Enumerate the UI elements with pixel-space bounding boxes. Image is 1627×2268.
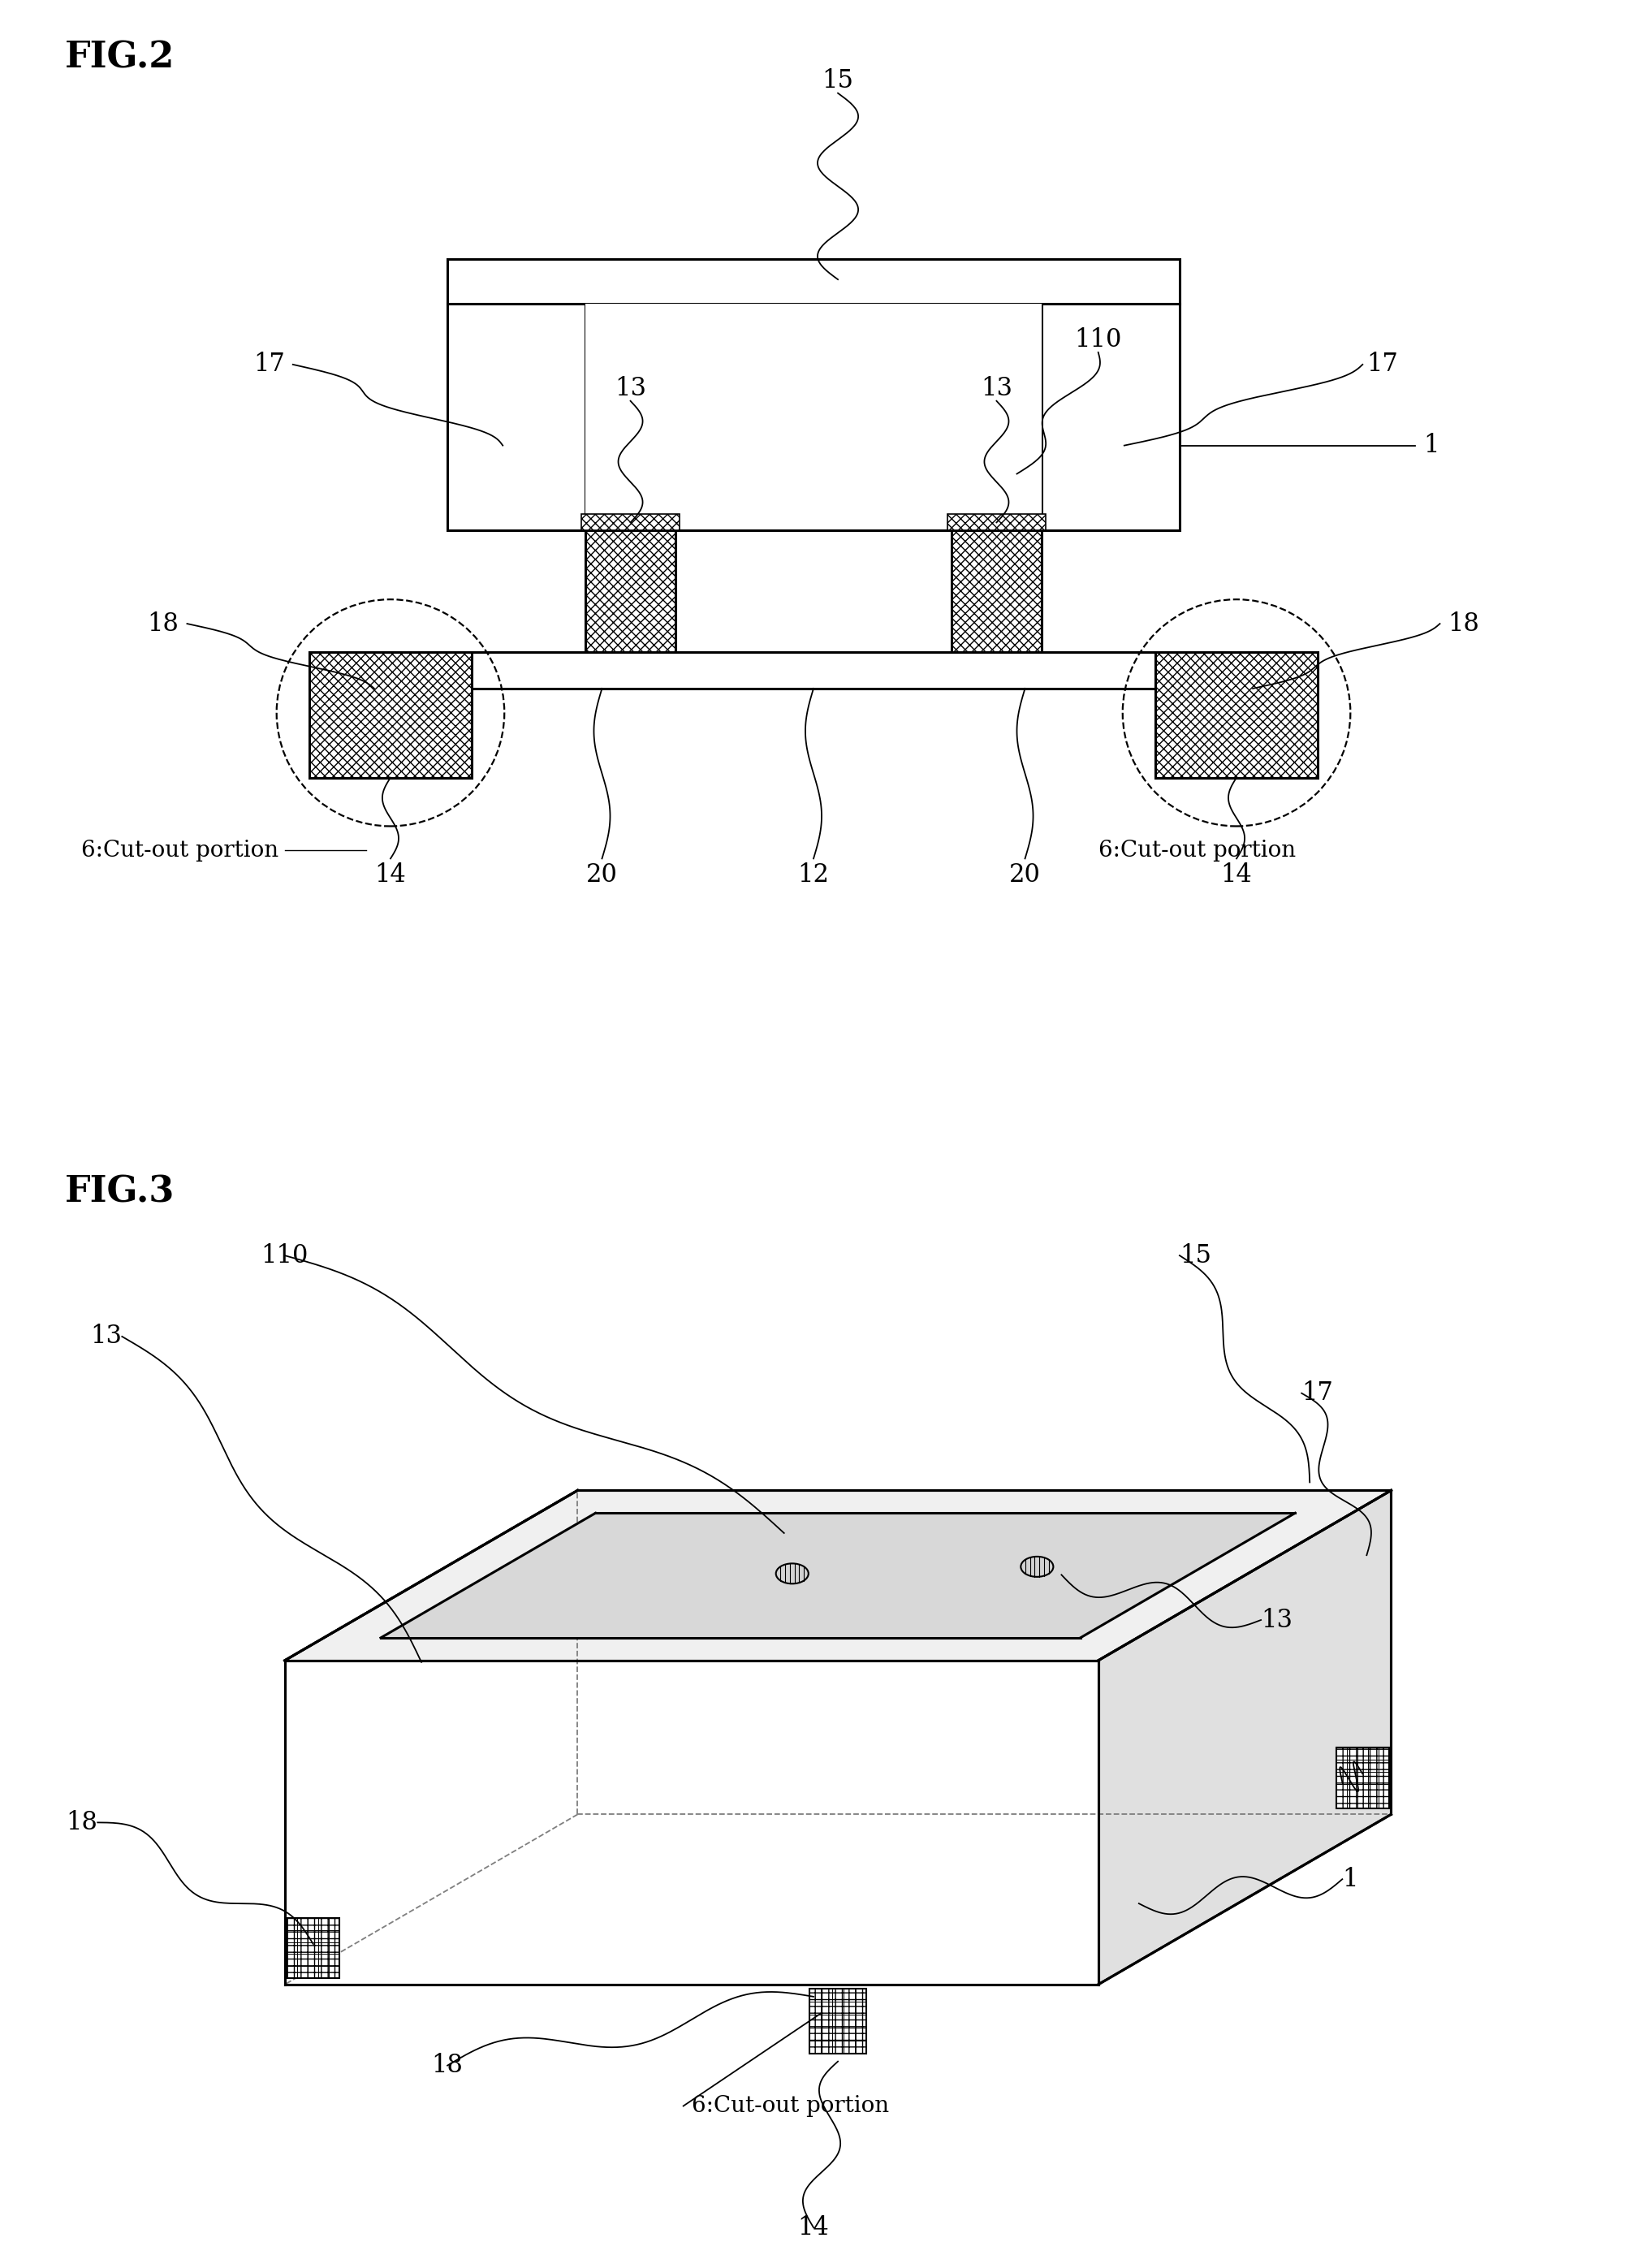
- Text: 15: 15: [822, 68, 854, 93]
- Text: 18: 18: [1448, 610, 1479, 637]
- Text: 14: 14: [797, 2216, 830, 2241]
- Text: 17: 17: [1302, 1381, 1333, 1406]
- Polygon shape: [285, 1490, 1391, 1660]
- Bar: [586, 531, 675, 653]
- Ellipse shape: [776, 1563, 809, 1583]
- Text: 18: 18: [1342, 1769, 1373, 1794]
- Bar: [586, 531, 675, 653]
- Text: 18: 18: [148, 610, 179, 637]
- Text: 13: 13: [91, 1325, 122, 1349]
- Text: 110: 110: [1074, 327, 1123, 354]
- Text: 6:Cut-out portion: 6:Cut-out portion: [81, 839, 278, 862]
- Text: 18: 18: [431, 2053, 464, 2077]
- Text: 13: 13: [1261, 1608, 1292, 1633]
- Text: 110: 110: [260, 1243, 309, 1268]
- Text: 20: 20: [586, 862, 618, 887]
- Bar: [309, 653, 472, 778]
- Bar: [286, 1919, 340, 1978]
- Polygon shape: [381, 1513, 1295, 1637]
- Bar: [952, 531, 1041, 653]
- Text: 17: 17: [1367, 352, 1398, 376]
- Text: 1: 1: [1342, 1867, 1359, 1892]
- Bar: [582, 515, 680, 531]
- Text: 6:Cut-out portion: 6:Cut-out portion: [691, 2096, 888, 2116]
- Bar: [309, 653, 1318, 689]
- Text: 14: 14: [1220, 862, 1253, 887]
- Bar: [447, 259, 1180, 304]
- Text: 18: 18: [67, 1810, 98, 1835]
- Bar: [1155, 653, 1318, 778]
- Text: 14: 14: [374, 862, 407, 887]
- Bar: [947, 515, 1045, 531]
- Bar: [810, 1989, 866, 2053]
- Text: 6:Cut-out portion: 6:Cut-out portion: [1098, 839, 1295, 862]
- Text: 13: 13: [615, 376, 646, 401]
- Text: FIG.3: FIG.3: [65, 1175, 176, 1209]
- Text: 1: 1: [1424, 433, 1440, 458]
- Text: 13: 13: [981, 376, 1012, 401]
- Ellipse shape: [1020, 1556, 1053, 1576]
- Text: 15: 15: [1180, 1243, 1210, 1268]
- Text: 20: 20: [1009, 862, 1041, 887]
- Bar: [1336, 1749, 1389, 1808]
- Bar: [1041, 304, 1180, 531]
- Bar: [952, 531, 1041, 653]
- Text: 17: 17: [254, 352, 285, 376]
- Text: 12: 12: [797, 862, 830, 887]
- Polygon shape: [1098, 1490, 1391, 1984]
- Polygon shape: [285, 1660, 1098, 1984]
- Bar: [309, 653, 472, 778]
- Bar: [586, 304, 1041, 531]
- Text: FIG.2: FIG.2: [65, 41, 176, 75]
- Bar: [447, 304, 586, 531]
- Bar: [1155, 653, 1318, 778]
